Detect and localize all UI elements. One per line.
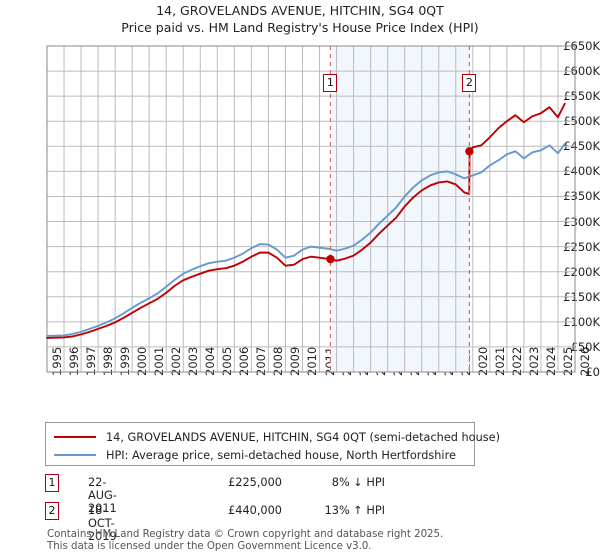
y-axis-tick-label: £450K	[563, 139, 600, 154]
legend-item-0: 14, GROVELANDS AVENUE, HITCHIN, SG4 0QT …	[54, 428, 500, 446]
ownership-period-band	[330, 46, 470, 372]
y-axis-tick-label: £250K	[563, 239, 600, 254]
page-subtitle: Price paid vs. HM Land Registry's House …	[121, 20, 479, 35]
chart-title-block: 14, GROVELANDS AVENUE, HITCHIN, SG4 0QT …	[0, 2, 600, 36]
chart-legend: 14, GROVELANDS AVENUE, HITCHIN, SG4 0QT …	[45, 422, 500, 466]
sale-date-2: 18-OCT-2019	[88, 504, 117, 543]
sale-point-1	[326, 254, 335, 264]
sale-point-2	[465, 147, 474, 156]
y-axis-tick-label: £150K	[563, 289, 600, 304]
copyright-line: Contains HM Land Registry data © Crown c…	[47, 529, 444, 540]
legend-swatch-property	[54, 436, 96, 438]
legend-label-property: 14, GROVELANDS AVENUE, HITCHIN, SG4 0QT …	[106, 430, 501, 444]
sale-date-1: 22-AUG-2011	[88, 476, 117, 515]
sale-price-2: £440,000	[228, 504, 282, 517]
licence-line: This data is licensed under the Open Gov…	[47, 541, 372, 552]
sale-hpi-delta-1: 8% ↓ HPI	[331, 476, 385, 489]
y-axis-tick-label: £400K	[563, 164, 600, 179]
y-axis-tick-label: £550K	[563, 89, 600, 104]
sale-marker-1[interactable]: 1	[323, 74, 338, 92]
legend-swatch-hpi	[54, 454, 96, 456]
page-title: 14, GROVELANDS AVENUE, HITCHIN, SG4 0QT	[156, 3, 444, 18]
sale-marker-2[interactable]: 2	[462, 74, 477, 92]
sale-index-1: 1	[45, 474, 59, 492]
legend-item-1: HPI: Average price, semi-detached house,…	[54, 446, 456, 464]
sale-index-2: 2	[45, 502, 59, 520]
y-axis-tick-label: £200K	[563, 264, 600, 279]
y-axis-tick-label: £650K	[563, 39, 600, 53]
y-axis-tick-label: £600K	[563, 64, 600, 79]
y-axis-tick-label: £500K	[563, 114, 600, 129]
y-axis-tick-label: £350K	[563, 189, 600, 204]
sale-price-1: £225,000	[228, 476, 282, 489]
y-axis-tick-label: £100K	[563, 314, 600, 329]
y-axis-tick-label: £300K	[563, 214, 600, 229]
y-axis-tick-label: £0	[585, 365, 600, 379]
sale-hpi-delta-2: 13% ↑ HPI	[324, 504, 385, 517]
attribution-footer: Contains HM Land Registry data © Crown c…	[47, 529, 587, 553]
series-line-property	[46, 102, 566, 339]
y-axis-tick-label: £50K	[570, 339, 600, 354]
series-line-hpi	[46, 142, 566, 337]
legend-label-hpi: HPI: Average price, semi-detached house,…	[106, 448, 456, 462]
